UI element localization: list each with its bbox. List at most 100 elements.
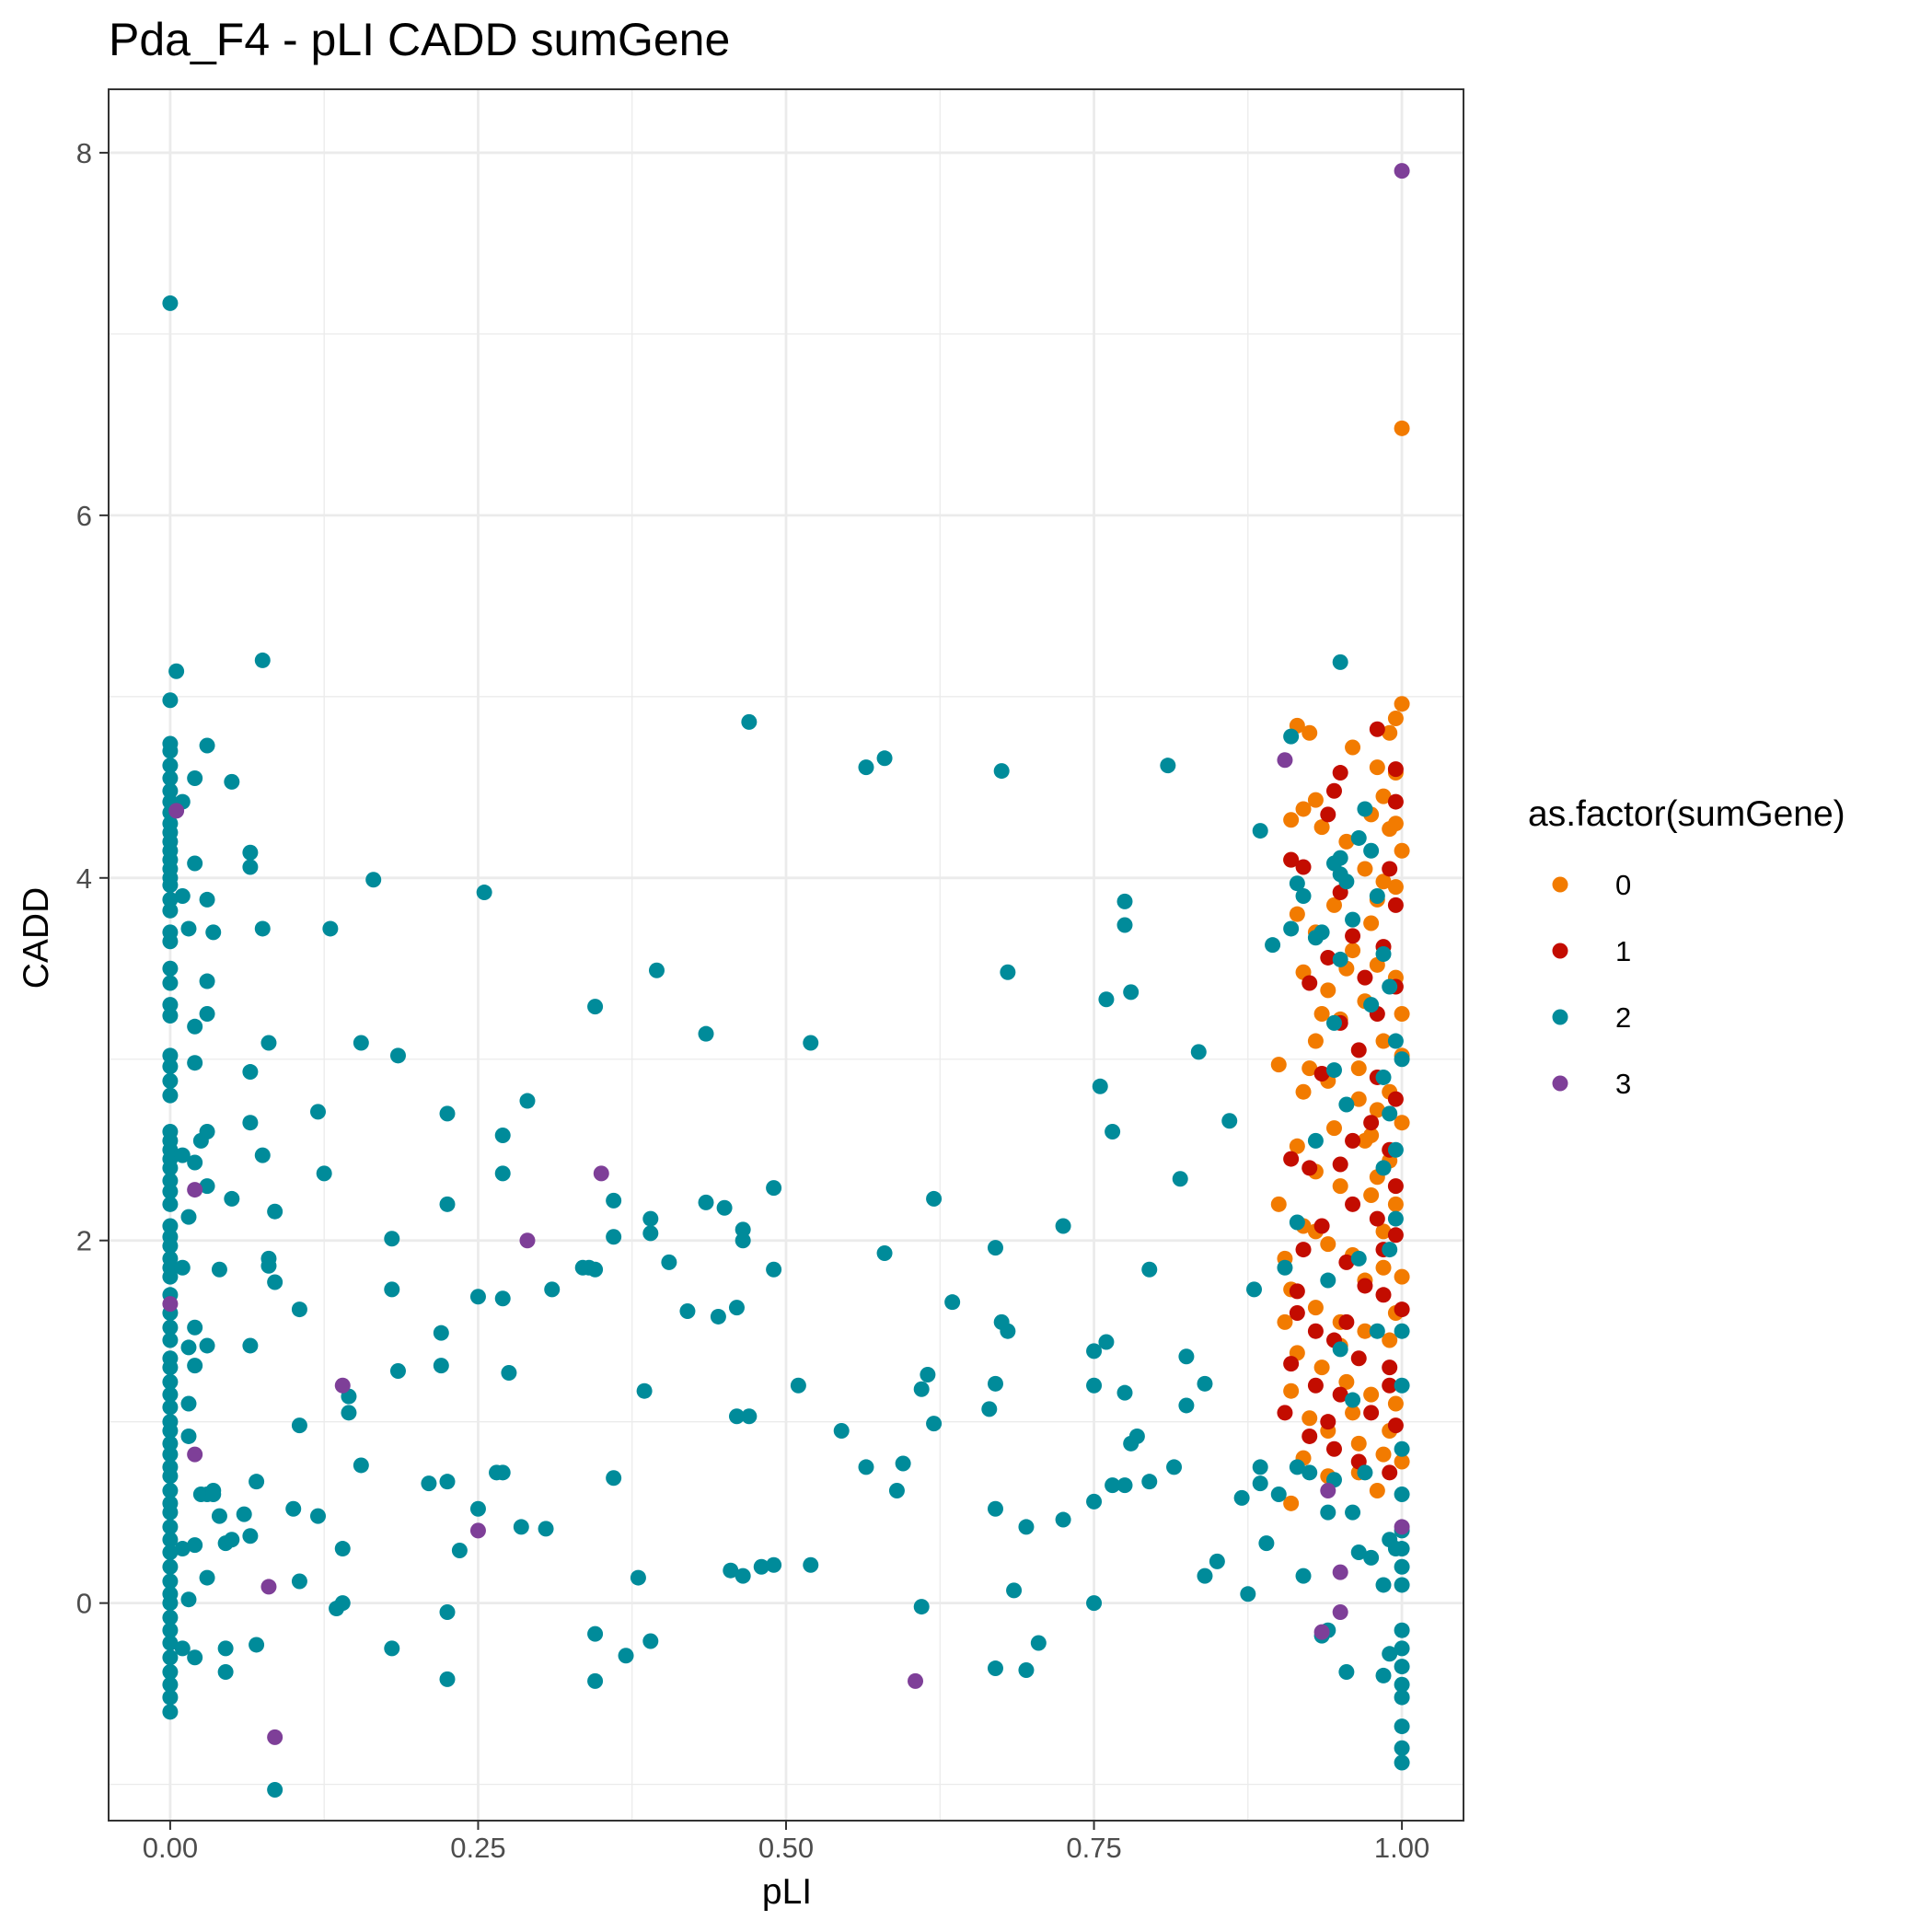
- data-point: [519, 1093, 536, 1109]
- data-point: [987, 1240, 1003, 1256]
- data-point: [1289, 1138, 1305, 1154]
- data-point: [1357, 969, 1373, 986]
- data-point: [162, 1173, 179, 1189]
- data-point: [618, 1648, 634, 1664]
- data-point: [199, 1569, 215, 1586]
- data-point: [162, 1676, 179, 1693]
- data-point: [1338, 1373, 1355, 1390]
- data-point: [1338, 1313, 1355, 1330]
- data-point: [1277, 1313, 1293, 1330]
- data-point: [162, 1196, 179, 1212]
- data-point: [920, 1366, 936, 1382]
- data-point: [199, 737, 215, 754]
- data-point: [1382, 1532, 1398, 1548]
- data-point: [1387, 1141, 1404, 1158]
- data-point: [1394, 1519, 1410, 1535]
- data-point: [162, 877, 179, 894]
- data-point: [162, 1468, 179, 1485]
- y-tick-label: 2: [76, 1225, 92, 1257]
- data-point: [162, 1704, 179, 1720]
- data-point: [1325, 1014, 1342, 1031]
- data-point: [199, 1337, 215, 1354]
- data-point: [1363, 915, 1380, 931]
- data-point: [1277, 1259, 1293, 1276]
- data-point: [1030, 1635, 1047, 1651]
- data-point: [1394, 1577, 1410, 1593]
- data-point: [1382, 1242, 1398, 1258]
- data-point: [735, 1221, 751, 1238]
- data-point: [606, 1470, 622, 1487]
- data-point: [384, 1231, 400, 1247]
- data-point: [1375, 1446, 1392, 1463]
- data-point: [162, 1386, 179, 1403]
- data-point: [174, 1640, 191, 1657]
- data-point: [1313, 1006, 1330, 1023]
- data-point: [1350, 1250, 1367, 1267]
- data-point: [199, 973, 215, 989]
- data-point: [1394, 1689, 1410, 1706]
- data-point: [187, 855, 203, 872]
- data-point: [1375, 946, 1392, 963]
- data-point: [648, 962, 665, 978]
- data-point: [606, 1229, 622, 1245]
- data-point: [1295, 1242, 1312, 1258]
- data-point: [267, 1274, 283, 1290]
- data-point: [1394, 1323, 1410, 1339]
- data-point: [1000, 964, 1016, 980]
- data-point: [735, 1568, 751, 1584]
- data-point: [162, 1218, 179, 1234]
- data-point: [716, 1199, 733, 1216]
- data-point: [710, 1308, 726, 1325]
- data-point: [451, 1543, 468, 1559]
- data-point: [926, 1190, 943, 1207]
- data-point: [1105, 1477, 1121, 1494]
- data-point: [1338, 1254, 1355, 1270]
- data-point: [1190, 1044, 1207, 1060]
- data-point: [1092, 1078, 1108, 1094]
- data-point: [260, 1579, 277, 1595]
- data-point: [180, 1428, 197, 1444]
- data-point: [291, 1301, 307, 1318]
- data-point: [519, 1232, 536, 1249]
- data-point: [1357, 801, 1373, 817]
- data-point: [926, 1416, 943, 1432]
- data-point: [384, 1640, 400, 1657]
- data-point: [1382, 978, 1398, 995]
- data-point: [679, 1303, 696, 1320]
- data-point: [1345, 943, 1361, 959]
- data-point: [987, 1660, 1003, 1677]
- data-point: [224, 1190, 240, 1207]
- data-point: [1357, 1464, 1373, 1481]
- data-point: [636, 1382, 653, 1399]
- data-point: [162, 1558, 179, 1575]
- data-point: [1197, 1375, 1213, 1392]
- data-point: [162, 1622, 179, 1638]
- legend-label: 1: [1615, 935, 1631, 967]
- data-point: [168, 663, 185, 679]
- data-point: [1283, 1356, 1300, 1372]
- data-point: [162, 1435, 179, 1452]
- data-point: [1295, 887, 1312, 904]
- data-point: [1363, 842, 1380, 859]
- data-point: [180, 1339, 197, 1356]
- data-point: [766, 1556, 782, 1573]
- data-point: [242, 859, 259, 875]
- data-point: [1338, 873, 1355, 890]
- data-point: [162, 1544, 179, 1560]
- data-point: [249, 1474, 265, 1490]
- data-point: [1325, 1062, 1342, 1079]
- data-point: [1375, 1577, 1392, 1593]
- data-point: [1166, 1459, 1183, 1475]
- data-point: [162, 692, 179, 709]
- data-point: [538, 1521, 554, 1537]
- data-point: [1387, 879, 1404, 896]
- data-point: [1283, 1495, 1300, 1511]
- data-point: [1382, 1377, 1398, 1394]
- data-point: [1363, 1127, 1380, 1143]
- data-point: [1246, 1281, 1263, 1298]
- data-point: [1387, 793, 1404, 810]
- data-point: [981, 1401, 998, 1417]
- data-point: [1350, 1091, 1367, 1107]
- data-point: [1270, 1196, 1287, 1212]
- data-point: [1350, 829, 1367, 846]
